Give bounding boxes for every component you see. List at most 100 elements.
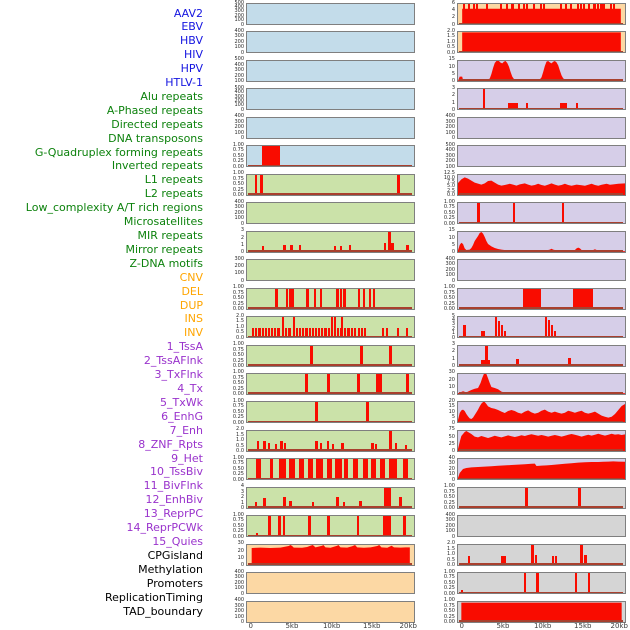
plot-area [247, 402, 414, 423]
y-tick-label: 2.5 [447, 187, 455, 194]
y-tick-label: 25 [448, 441, 455, 448]
bar [299, 328, 302, 338]
y-tick-label: 3 [451, 341, 455, 348]
y-tick-label: 0 [451, 78, 455, 85]
x-tick-label: 15kb [574, 622, 592, 630]
plot-area [458, 317, 625, 338]
track-panel [457, 145, 626, 168]
y-tick-label: 2.0 [447, 27, 455, 34]
bar [353, 459, 359, 480]
y-axis-ticks: 400 300 200 100 0 [210, 598, 244, 625]
bar [588, 4, 591, 24]
y-axis-ticks: 30 20 10 0 [210, 541, 244, 568]
y-axis-ticks: 1.00 0.75 0.50 0.25 0.00 [210, 512, 244, 540]
track-panel [246, 116, 415, 139]
track-panel [246, 543, 415, 566]
y-tick-label: 2.0 [236, 426, 244, 433]
bar [350, 328, 353, 338]
bar [252, 328, 255, 338]
y-tick-label: 3 [240, 227, 244, 234]
y-tick-label: 0 [240, 505, 244, 512]
bar [344, 328, 347, 338]
bar [564, 4, 567, 24]
track-label: EBV [181, 20, 203, 34]
plot-area [458, 602, 625, 622]
track-panel [246, 59, 415, 82]
track-panel [457, 429, 626, 452]
zero-baseline [458, 221, 624, 224]
bar [576, 4, 579, 24]
bars-layer [247, 430, 414, 451]
y-tick-label: 10 [448, 63, 455, 70]
track-label: L1 repeats [144, 173, 203, 187]
y-tick-label: 2 [451, 325, 455, 332]
bar [544, 317, 548, 338]
y-tick-label: 0.00 [443, 619, 455, 626]
y-axis-ticks: 1.00 0.75 0.50 0.25 0.00 [210, 398, 244, 426]
bars-layer [458, 4, 625, 24]
y-tick-label: 200 [445, 522, 455, 529]
track-label: Promoters [146, 576, 203, 590]
bar [314, 328, 318, 338]
track-panel [246, 31, 415, 54]
y-tick-label: 100 [234, 102, 244, 109]
y-tick-label: 0 [240, 220, 244, 227]
bar [258, 328, 261, 338]
y-tick-label: 0.00 [443, 590, 455, 597]
plot-area [458, 516, 625, 536]
bar [270, 459, 274, 480]
y-tick-label: 100 [234, 78, 244, 85]
y-tick-label: 0.00 [232, 306, 244, 313]
bar [356, 373, 360, 394]
plot-area [247, 516, 414, 537]
y-tick-label: 1 [451, 99, 455, 106]
y-tick-label: 5 [451, 71, 455, 78]
track-panel [457, 202, 626, 225]
bar [374, 443, 378, 451]
y-tick-label: 1.00 [443, 198, 455, 205]
y-axis-ticks: 300 200 100 0 [210, 256, 244, 284]
track-panel [246, 401, 415, 424]
y-tick-label: 10 [448, 234, 455, 241]
bar [405, 373, 409, 394]
y-tick-label: 1.00 [232, 341, 244, 348]
y-tick-label: 20 [448, 397, 455, 404]
y-tick-label: 0 [451, 391, 455, 398]
y-tick-label: 0.50 [232, 181, 244, 188]
bars-layer [458, 288, 625, 309]
y-tick-label: 0.25 [232, 300, 244, 307]
plot-area [458, 32, 625, 53]
bar [343, 459, 348, 480]
bar [539, 4, 542, 24]
y-tick-label: 200 [234, 124, 244, 131]
plot-area [458, 4, 625, 24]
bars-layer [458, 573, 625, 594]
bar [559, 4, 562, 24]
y-tick-label: 1.5 [447, 33, 455, 40]
y-tick-label: 15 [448, 227, 455, 234]
track-panel [457, 59, 626, 82]
bar [327, 459, 332, 480]
y-tick-label: 300 [234, 93, 244, 100]
y-axis-ticks: 500 400 300 200 100 [210, 57, 244, 84]
bar [383, 516, 391, 537]
zero-baseline [458, 79, 624, 81]
y-tick-label: 500 [445, 141, 455, 148]
bar [255, 328, 258, 338]
track-panel [246, 515, 415, 538]
bar [599, 4, 604, 24]
y-tick-label: 0.25 [443, 585, 455, 592]
y-tick-label: 400 [445, 255, 455, 262]
y-tick-label: 15 [448, 403, 455, 410]
y-tick-label: 0 [451, 533, 455, 540]
y-tick-label: 400 [445, 147, 455, 154]
track-label: HTLV-1 [165, 76, 203, 90]
track-panel [246, 429, 415, 452]
y-tick-label: 500 [234, 0, 244, 6]
track-panel [246, 600, 415, 623]
plot-area [458, 345, 625, 366]
bar [523, 4, 526, 24]
x-tick-label: 0 [248, 622, 253, 630]
y-tick-label: 0.25 [232, 357, 244, 364]
y-tick-label: 400 [445, 511, 455, 518]
